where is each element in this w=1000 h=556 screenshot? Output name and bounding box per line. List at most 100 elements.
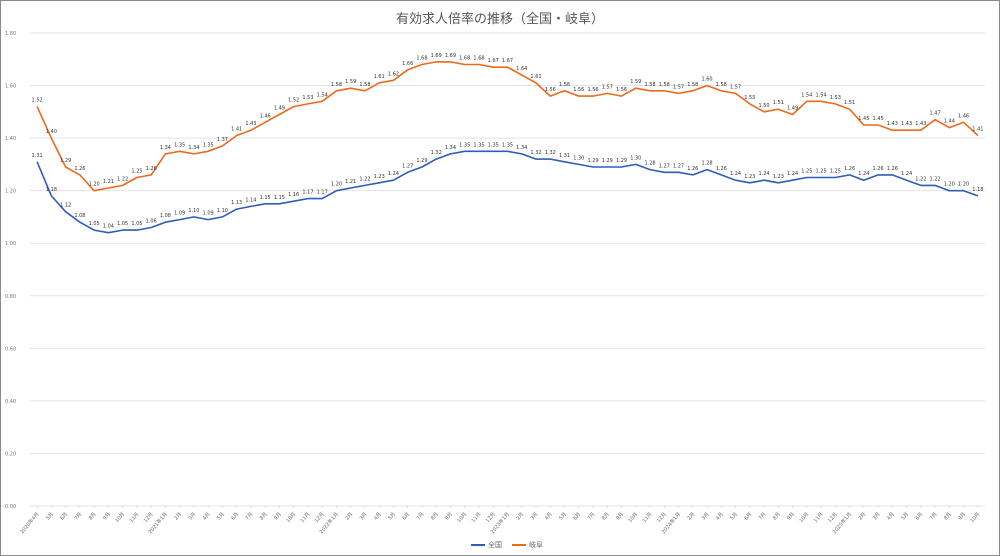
- x-tick-label: 2月: [173, 511, 183, 521]
- x-tick-label: 8月: [88, 511, 98, 521]
- data-label: 1.35: [488, 142, 499, 148]
- x-tick-label: 4月: [715, 511, 725, 521]
- data-label: 1.29: [60, 158, 71, 164]
- data-label: 1.49: [787, 105, 798, 111]
- data-label: 1.27: [673, 163, 684, 169]
- data-label: 1.43: [901, 121, 912, 127]
- y-tick-label: 0.80: [5, 294, 16, 300]
- data-label: 1.14: [245, 197, 256, 203]
- x-tick-label: 3月: [359, 511, 369, 521]
- data-label: 1.09: [174, 211, 185, 217]
- data-label: 1.15: [260, 195, 271, 201]
- data-label: 1.32: [530, 150, 541, 156]
- data-label: 1.30: [573, 155, 584, 161]
- y-tick-label: 1.00: [5, 241, 16, 247]
- data-label: 1.21: [103, 179, 114, 185]
- data-label: 1.26: [687, 166, 698, 172]
- data-label: 1.24: [758, 171, 769, 177]
- data-label: 1.17: [317, 190, 328, 196]
- legend-item-national: 全国: [471, 540, 502, 550]
- data-label: 1.35: [174, 142, 185, 148]
- data-label: 1.21: [345, 179, 356, 185]
- x-tick-label: 9月: [957, 511, 967, 521]
- data-label: 1.22: [930, 176, 941, 182]
- x-tick-label: 10月: [285, 511, 297, 524]
- y-tick-label: 1.40: [5, 136, 16, 142]
- legend-item-gifu: 岐阜: [512, 540, 543, 550]
- data-label: 1.24: [901, 171, 912, 177]
- x-tick-label: 12月: [314, 511, 326, 524]
- data-label: 1.29: [587, 158, 598, 164]
- data-label: 1.26: [844, 166, 855, 172]
- data-label: 1.26: [716, 166, 727, 172]
- data-label: 1.41: [972, 126, 983, 132]
- x-tick-label: 12月: [143, 511, 155, 524]
- data-label: 1.24: [858, 171, 869, 177]
- x-tick-label: 12月: [656, 511, 668, 524]
- legend-swatch-gifu: [512, 544, 526, 546]
- x-tick-label: 4月: [886, 511, 896, 521]
- data-label: 1.56: [616, 87, 627, 93]
- x-tick-label: 11月: [471, 511, 483, 524]
- data-label: 1.57: [602, 84, 613, 90]
- x-tick-label: 8月: [943, 511, 953, 521]
- x-tick-label: 2020年4月: [19, 511, 41, 535]
- data-label: 1.35: [203, 142, 214, 148]
- data-label: 1.25: [131, 169, 142, 175]
- data-label: 1.66: [402, 61, 413, 67]
- data-label: 1.68: [473, 56, 484, 62]
- data-label: 1.29: [416, 158, 427, 164]
- x-tick-label: 8月: [430, 511, 440, 521]
- data-label: 1.51: [773, 100, 784, 106]
- data-label: 1.40: [46, 129, 57, 135]
- data-label: 1.59: [630, 79, 641, 85]
- x-tick-label: 11月: [813, 511, 825, 524]
- data-label: 1.34: [160, 145, 171, 151]
- data-label: 1.64: [516, 66, 527, 72]
- legend-swatch-national: [471, 544, 485, 546]
- data-label: 1.26: [74, 166, 85, 172]
- data-label: 1.25: [816, 169, 827, 175]
- data-label: 1.05: [131, 221, 142, 227]
- data-label: 1.09: [203, 211, 214, 217]
- data-label: 1.20: [958, 182, 969, 188]
- data-label: 1.45: [858, 116, 869, 122]
- data-label: 1.18: [972, 187, 983, 193]
- data-label: 1.43: [915, 121, 926, 127]
- x-tick-label: 7月: [245, 511, 255, 521]
- x-tick-label: 12月: [485, 511, 497, 524]
- data-label: 1.29: [616, 158, 627, 164]
- data-label: 1.22: [915, 176, 926, 182]
- data-label: 1.53: [744, 95, 755, 101]
- y-tick-label: 0.20: [5, 451, 16, 457]
- data-label: 1.53: [302, 95, 313, 101]
- data-label: 1.46: [958, 113, 969, 119]
- data-label: 1.58: [716, 82, 727, 88]
- data-label: 1.58: [644, 82, 655, 88]
- x-tick-label: 7月: [416, 511, 426, 521]
- y-tick-label: 1.80: [5, 31, 16, 37]
- data-label: 1.67: [502, 58, 513, 64]
- x-tick-label: 4月: [202, 511, 212, 521]
- x-tick-label: 10月: [627, 511, 639, 524]
- data-label: 1.25: [801, 169, 812, 175]
- y-tick-label: 0.40: [5, 399, 16, 405]
- x-tick-label: 5月: [216, 511, 226, 521]
- data-label: 1.50: [758, 103, 769, 109]
- data-label: 1.20: [89, 182, 100, 188]
- data-label: 1.08: [74, 213, 85, 219]
- y-tick-label: 0.60: [5, 346, 16, 352]
- x-tick-label: 11月: [642, 511, 654, 524]
- y-tick-label: 1.20: [5, 189, 16, 195]
- data-label: 1.61: [374, 74, 385, 80]
- data-label: 1.62: [388, 71, 399, 77]
- data-label: 1.34: [445, 145, 456, 151]
- data-label: 1.58: [659, 82, 670, 88]
- y-tick-label: 1.60: [5, 84, 16, 90]
- data-label: 1.24: [787, 171, 798, 177]
- x-tick-label: 9月: [786, 511, 796, 521]
- x-tick-label: 5月: [45, 511, 55, 521]
- x-tick-label: 5月: [558, 511, 568, 521]
- data-label: 1.58: [331, 82, 342, 88]
